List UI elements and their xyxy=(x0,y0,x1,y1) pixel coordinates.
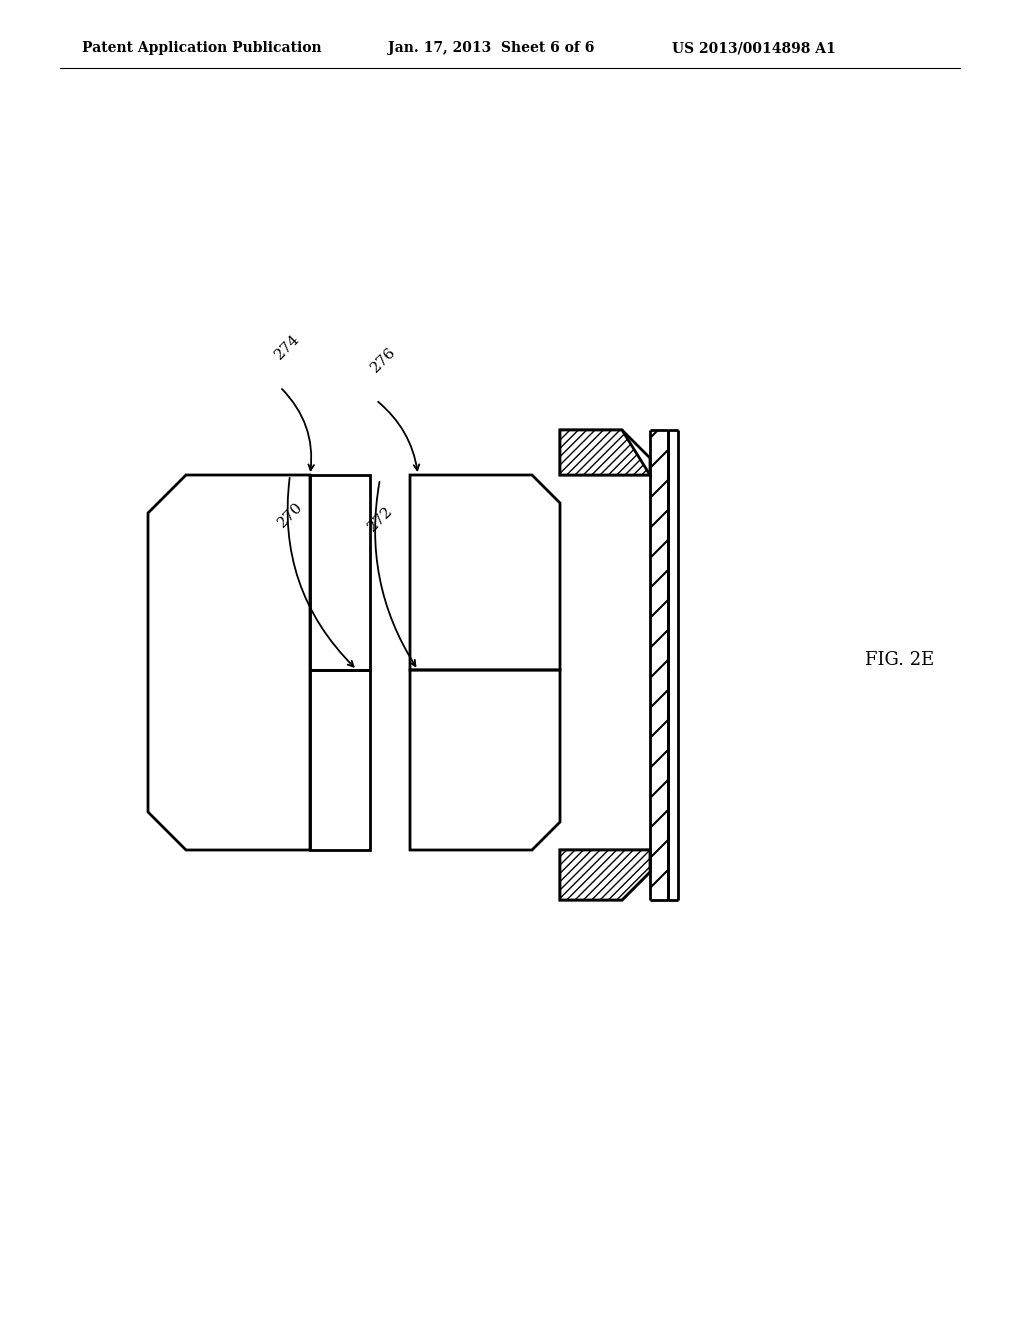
Text: Patent Application Publication: Patent Application Publication xyxy=(82,41,322,55)
Text: FIG. 2E: FIG. 2E xyxy=(865,651,934,669)
Text: 276: 276 xyxy=(368,345,398,375)
Text: Jan. 17, 2013  Sheet 6 of 6: Jan. 17, 2013 Sheet 6 of 6 xyxy=(388,41,594,55)
Text: 274: 274 xyxy=(272,333,302,363)
Polygon shape xyxy=(560,430,650,475)
Text: US 2013/0014898 A1: US 2013/0014898 A1 xyxy=(672,41,836,55)
Text: 272: 272 xyxy=(365,504,395,535)
Polygon shape xyxy=(560,850,650,900)
Text: 270: 270 xyxy=(275,500,305,531)
